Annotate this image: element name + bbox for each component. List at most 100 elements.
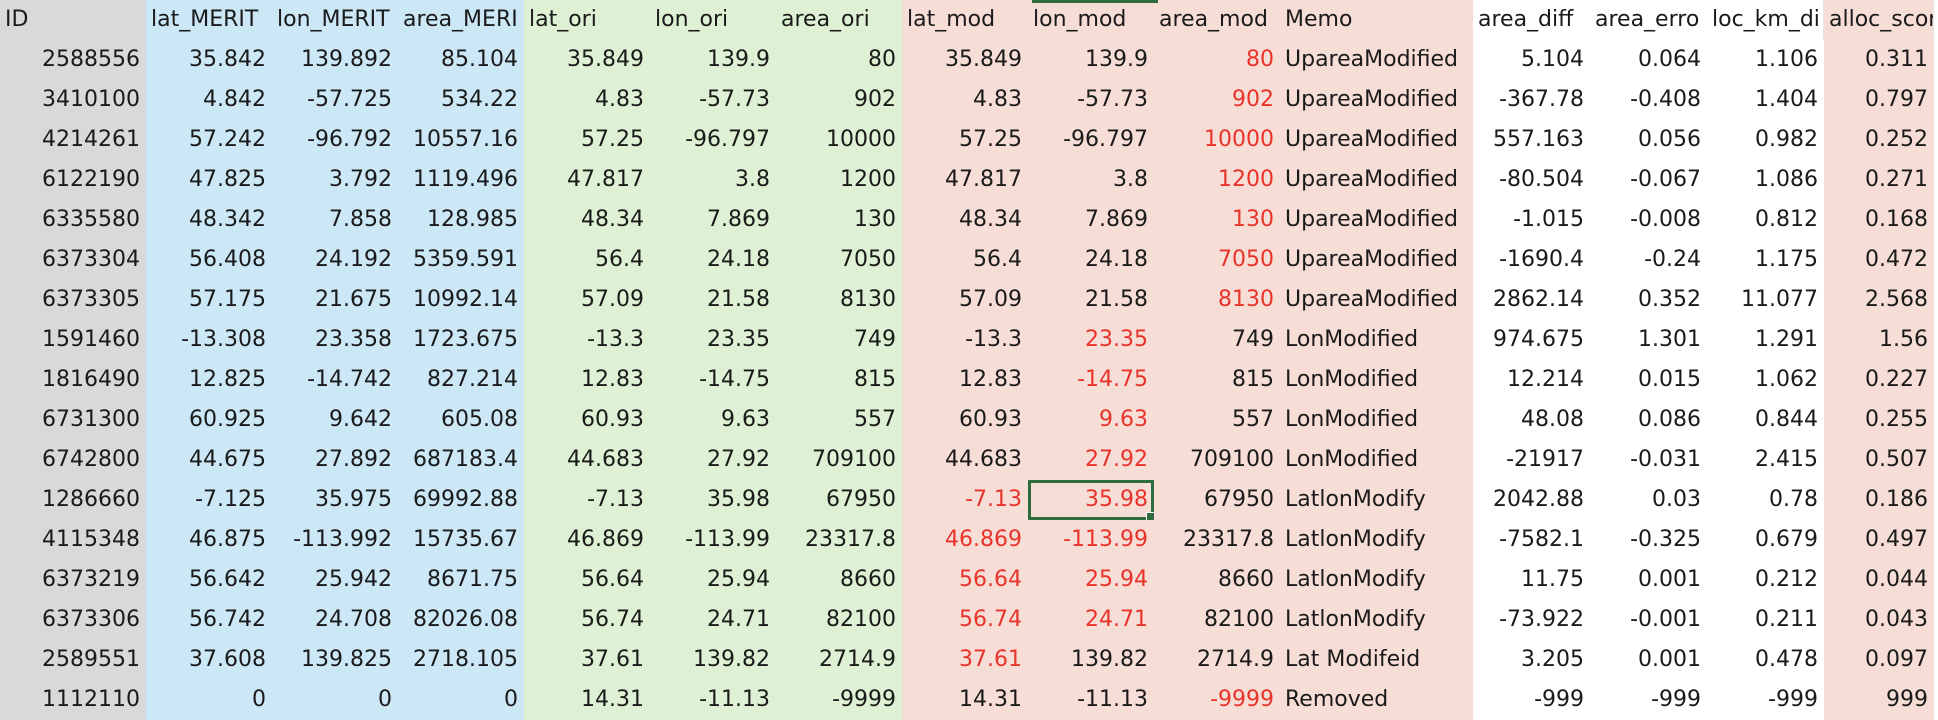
table-cell[interactable]: LonModified — [1280, 360, 1473, 400]
table-cell[interactable]: 139.82 — [1028, 640, 1154, 680]
table-cell[interactable]: 0.497 — [1824, 520, 1934, 560]
table-cell[interactable]: 48.34 — [902, 200, 1028, 240]
table-cell[interactable]: -21917 — [1473, 440, 1590, 480]
column-header[interactable]: area_diff — [1473, 0, 1590, 40]
table-cell[interactable]: -80.504 — [1473, 160, 1590, 200]
table-cell[interactable]: 7.869 — [650, 200, 776, 240]
column-header[interactable]: lon_mod — [1028, 0, 1154, 40]
table-cell[interactable]: 82100 — [776, 600, 902, 640]
table-cell[interactable]: 56.742 — [146, 600, 272, 640]
table-cell[interactable]: 0.001 — [1590, 560, 1707, 600]
table-cell[interactable]: -7.125 — [146, 480, 272, 520]
table-cell[interactable]: 0.797 — [1824, 80, 1934, 120]
table-cell[interactable]: 999 — [1824, 680, 1934, 720]
table-cell[interactable]: -999 — [1473, 680, 1590, 720]
table-cell[interactable]: 0.064 — [1590, 40, 1707, 80]
table-cell[interactable]: 23317.8 — [776, 520, 902, 560]
table-cell[interactable]: -0.031 — [1590, 440, 1707, 480]
table-cell[interactable]: -7.13 — [524, 480, 650, 520]
table-cell[interactable]: 749 — [1154, 320, 1280, 360]
table-cell[interactable]: 21.58 — [1028, 280, 1154, 320]
table-cell[interactable]: 9.642 — [272, 400, 398, 440]
table-cell[interactable]: 6335580 — [0, 200, 146, 240]
table-cell[interactable]: 0.311 — [1824, 40, 1934, 80]
table-cell[interactable]: 11.75 — [1473, 560, 1590, 600]
table-cell[interactable]: 11.077 — [1707, 280, 1824, 320]
table-cell[interactable]: -96.797 — [650, 120, 776, 160]
table-cell[interactable]: 2714.9 — [1154, 640, 1280, 680]
table-cell[interactable]: 3.205 — [1473, 640, 1590, 680]
table-cell[interactable]: 1.175 — [1707, 240, 1824, 280]
table-cell[interactable]: 1112110 — [0, 680, 146, 720]
table-cell[interactable]: 7.858 — [272, 200, 398, 240]
table-cell[interactable]: 9.63 — [1028, 400, 1154, 440]
table-cell[interactable]: 35.849 — [902, 40, 1028, 80]
table-cell[interactable]: 0.227 — [1824, 360, 1934, 400]
table-cell[interactable]: 44.683 — [902, 440, 1028, 480]
table-cell[interactable]: 12.83 — [902, 360, 1028, 400]
table-cell[interactable]: 974.675 — [1473, 320, 1590, 360]
table-cell[interactable]: 6122190 — [0, 160, 146, 200]
table-cell[interactable]: 4.83 — [902, 80, 1028, 120]
table-cell[interactable]: 0.043 — [1824, 600, 1934, 640]
table-cell[interactable]: 902 — [1154, 80, 1280, 120]
table-cell[interactable]: 24.18 — [650, 240, 776, 280]
table-cell[interactable]: 48.34 — [524, 200, 650, 240]
table-cell[interactable]: 709100 — [1154, 440, 1280, 480]
column-header[interactable]: Memo — [1280, 0, 1473, 40]
table-cell[interactable]: 56.408 — [146, 240, 272, 280]
table-cell[interactable]: 2589551 — [0, 640, 146, 680]
table-cell[interactable]: 44.675 — [146, 440, 272, 480]
table-cell[interactable]: 37.61 — [524, 640, 650, 680]
table-cell[interactable]: LonModified — [1280, 440, 1473, 480]
table-cell[interactable]: -11.13 — [1028, 680, 1154, 720]
table-cell[interactable]: 57.25 — [524, 120, 650, 160]
table-cell[interactable]: LatlonModify — [1280, 560, 1473, 600]
table-cell[interactable]: -7582.1 — [1473, 520, 1590, 560]
table-cell[interactable]: -0.325 — [1590, 520, 1707, 560]
table-cell[interactable]: 605.08 — [398, 400, 524, 440]
table-cell[interactable]: UpareaModified — [1280, 240, 1473, 280]
column-header[interactable]: lat_ori — [524, 0, 650, 40]
table-cell[interactable]: 35.98 — [650, 480, 776, 520]
table-cell[interactable]: 0.097 — [1824, 640, 1934, 680]
table-cell[interactable]: 10557.16 — [398, 120, 524, 160]
table-cell[interactable]: 46.875 — [146, 520, 272, 560]
table-cell[interactable]: 902 — [776, 80, 902, 120]
table-cell[interactable]: 0.812 — [1707, 200, 1824, 240]
table-cell[interactable]: 0.352 — [1590, 280, 1707, 320]
table-cell[interactable]: 5359.591 — [398, 240, 524, 280]
table-cell[interactable]: -13.308 — [146, 320, 272, 360]
table-cell[interactable]: 6373219 — [0, 560, 146, 600]
table-cell[interactable]: UpareaModified — [1280, 40, 1473, 80]
table-cell[interactable]: 48.342 — [146, 200, 272, 240]
table-cell[interactable]: LonModified — [1280, 400, 1473, 440]
table-cell[interactable]: -113.992 — [272, 520, 398, 560]
table-cell[interactable]: -14.742 — [272, 360, 398, 400]
table-cell[interactable]: 2588556 — [0, 40, 146, 80]
table-cell[interactable]: 139.9 — [650, 40, 776, 80]
table-cell[interactable]: 0.186 — [1824, 480, 1934, 520]
table-cell[interactable]: 0.982 — [1707, 120, 1824, 160]
table-cell[interactable]: 1.062 — [1707, 360, 1824, 400]
table-cell[interactable]: 12.83 — [524, 360, 650, 400]
table-cell[interactable]: LatlonModify — [1280, 520, 1473, 560]
table-cell[interactable]: 25.94 — [650, 560, 776, 600]
table-cell[interactable]: 1591460 — [0, 320, 146, 360]
table-cell[interactable]: 0.211 — [1707, 600, 1824, 640]
table-cell[interactable]: Lat Modifeid — [1280, 640, 1473, 680]
table-cell[interactable]: 23.35 — [1028, 320, 1154, 360]
table-cell[interactable]: 82100 — [1154, 600, 1280, 640]
table-cell[interactable]: -0.008 — [1590, 200, 1707, 240]
table-cell[interactable]: -999 — [1707, 680, 1824, 720]
table-cell[interactable]: 2.415 — [1707, 440, 1824, 480]
table-cell[interactable]: 35.849 — [524, 40, 650, 80]
table-cell[interactable]: 9.63 — [650, 400, 776, 440]
table-cell[interactable]: 1119.496 — [398, 160, 524, 200]
table-cell[interactable]: -9999 — [1154, 680, 1280, 720]
table-cell[interactable]: -57.73 — [650, 80, 776, 120]
table-cell[interactable]: -73.922 — [1473, 600, 1590, 640]
table-cell[interactable]: 7.869 — [1028, 200, 1154, 240]
table-cell[interactable]: 2.568 — [1824, 280, 1934, 320]
column-header[interactable]: lon_ori — [650, 0, 776, 40]
